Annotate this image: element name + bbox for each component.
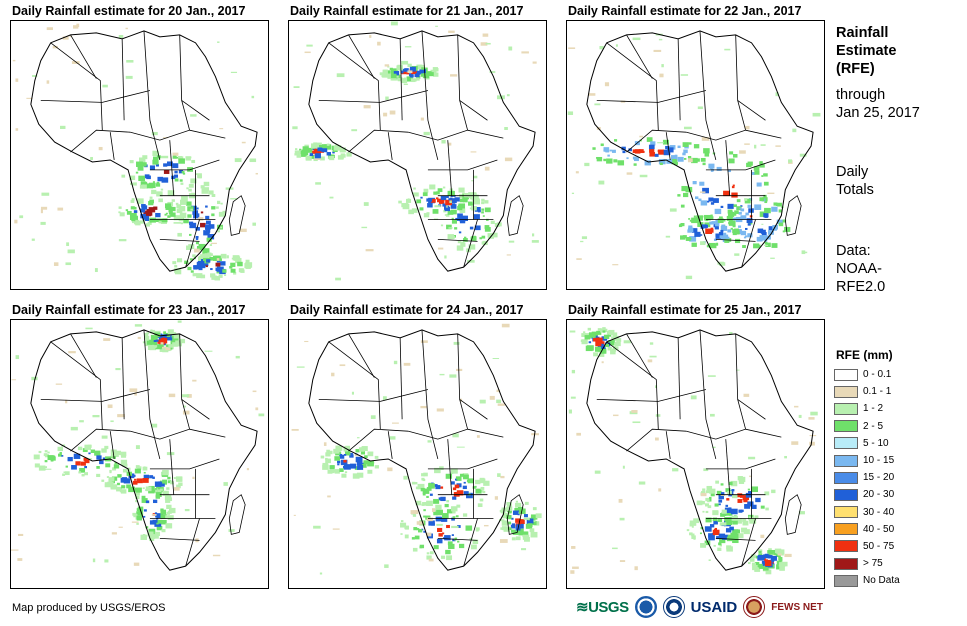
legend-item: 5 - 10 (834, 435, 900, 452)
legend-swatch (834, 385, 858, 398)
through-date: through Jan 25, 2017 (836, 87, 920, 121)
map-credit: Map produced by USGS/EROS (12, 602, 166, 614)
panel-title-4: Daily Rainfall estimate for 23 Jan., 201… (12, 303, 246, 317)
legend-label: 0 - 0.1 (863, 369, 892, 381)
legend-label: 1 - 2 (863, 403, 884, 415)
legend-label: 10 - 15 (863, 455, 895, 467)
legend-item: 50 - 75 (834, 538, 900, 555)
legend-item: No Data (834, 572, 900, 589)
legend-item: 10 - 15 (834, 452, 900, 469)
legend: 0 - 0.1 0.1 - 1 1 - 2 2 - 5 5 - 10 10 - 15 15 … (834, 366, 900, 589)
legend-item: 0 - 0.1 (834, 366, 900, 383)
legend-label: 2 - 5 (863, 420, 884, 432)
legend-swatch (834, 540, 858, 553)
data-source: Data: NOAA- RFE2.0 (836, 243, 886, 295)
legend-swatch (834, 420, 858, 433)
legend-swatch (834, 574, 858, 587)
usgs-logo: ≋USGS (576, 599, 629, 616)
legend-label: 15 - 20 (863, 472, 895, 484)
legend-title: RFE (mm) (836, 348, 893, 362)
rainfall-map-21-jan (288, 20, 547, 290)
legend-swatch (834, 471, 858, 484)
rfe-title: Rainfall Estimate (RFE) (836, 25, 897, 77)
legend-swatch (834, 402, 858, 415)
legend-swatch (834, 506, 858, 519)
legend-label: 50 - 75 (863, 540, 895, 552)
legend-swatch (834, 488, 858, 501)
legend-label: 40 - 50 (863, 523, 895, 535)
legend-label: 20 - 30 (863, 489, 895, 501)
fews-logo-icon (743, 596, 766, 618)
panel-title-2: Daily Rainfall estimate for 21 Jan., 201… (290, 4, 524, 18)
legend-swatch (834, 523, 858, 536)
panel-title-5: Daily Rainfall estimate for 24 Jan., 201… (290, 303, 524, 317)
legend-item: 1 - 2 (834, 400, 900, 417)
legend-label: No Data (863, 575, 900, 587)
daily-totals-label: Daily Totals (836, 164, 874, 198)
usaid-logo: USAID (690, 598, 738, 616)
fews-net-logo: FEWS NET (771, 601, 823, 613)
legend-label: 0.1 - 1 (863, 386, 892, 398)
legend-swatch (834, 368, 858, 381)
legend-swatch (834, 557, 858, 570)
legend-item: > 75 (834, 555, 900, 572)
rainfall-map-25-jan (566, 319, 825, 589)
legend-item: 2 - 5 (834, 418, 900, 435)
legend-label: 5 - 10 (863, 437, 889, 449)
legend-swatch (834, 437, 858, 450)
rainfall-map-23-jan (10, 319, 269, 589)
rainfall-map-22-jan (566, 20, 825, 290)
panel-title-1: Daily Rainfall estimate for 20 Jan., 201… (12, 4, 246, 18)
legend-item: 0.1 - 1 (834, 383, 900, 400)
legend-label: 30 - 40 (863, 506, 895, 518)
panel-title-6: Daily Rainfall estimate for 25 Jan., 201… (568, 303, 802, 317)
legend-item: 20 - 30 (834, 486, 900, 503)
legend-swatch (834, 454, 858, 467)
noaa-logo-icon (634, 596, 657, 618)
legend-item: 30 - 40 (834, 504, 900, 521)
panel-title-3: Daily Rainfall estimate for 22 Jan., 201… (568, 4, 802, 18)
legend-item: 40 - 50 (834, 521, 900, 538)
legend-item: 15 - 20 (834, 469, 900, 486)
legend-label: > 75 (863, 558, 883, 570)
logo-strip: ≋USGS USAID FEWS NET (576, 594, 823, 620)
rainfall-map-24-jan (288, 319, 547, 589)
rainfall-map-20-jan (10, 20, 269, 290)
seal-icon (662, 596, 685, 618)
